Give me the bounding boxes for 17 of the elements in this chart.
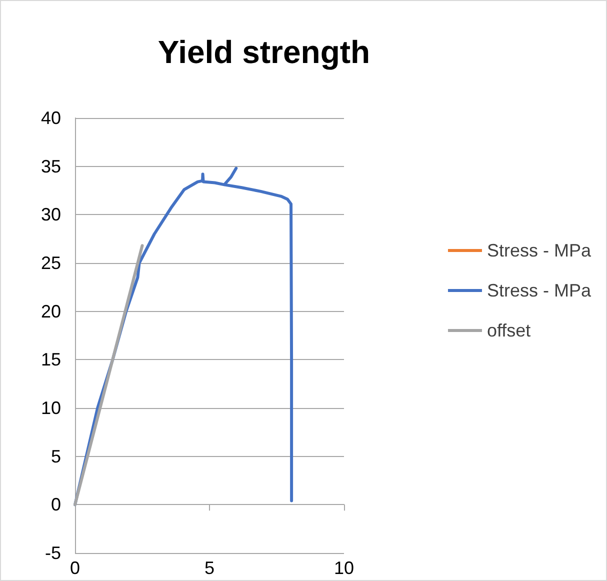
y-tick-label: 10 xyxy=(40,398,61,418)
y-tick-label: 15 xyxy=(40,350,61,370)
legend-label: Stress - MPa xyxy=(486,240,592,260)
y-tick-label: 30 xyxy=(40,204,61,225)
y-tick-label: 20 xyxy=(40,301,61,322)
x-tick-label: 0 xyxy=(70,558,80,578)
y-tick-label: -5 xyxy=(44,543,61,563)
chart-title: Yield strength xyxy=(158,34,370,70)
legend-label: offset xyxy=(486,320,531,340)
y-tick-label: 5 xyxy=(50,446,61,466)
y-tick-label: 40 xyxy=(40,108,61,128)
y-tick-label: 0 xyxy=(50,494,61,515)
x-tick-label: 5 xyxy=(204,558,215,578)
y-tick-label: 35 xyxy=(40,156,61,176)
y-tick-label: 25 xyxy=(40,253,61,273)
x-tick-label: 10 xyxy=(334,558,354,578)
legend-label: Stress - MPa xyxy=(486,280,592,300)
